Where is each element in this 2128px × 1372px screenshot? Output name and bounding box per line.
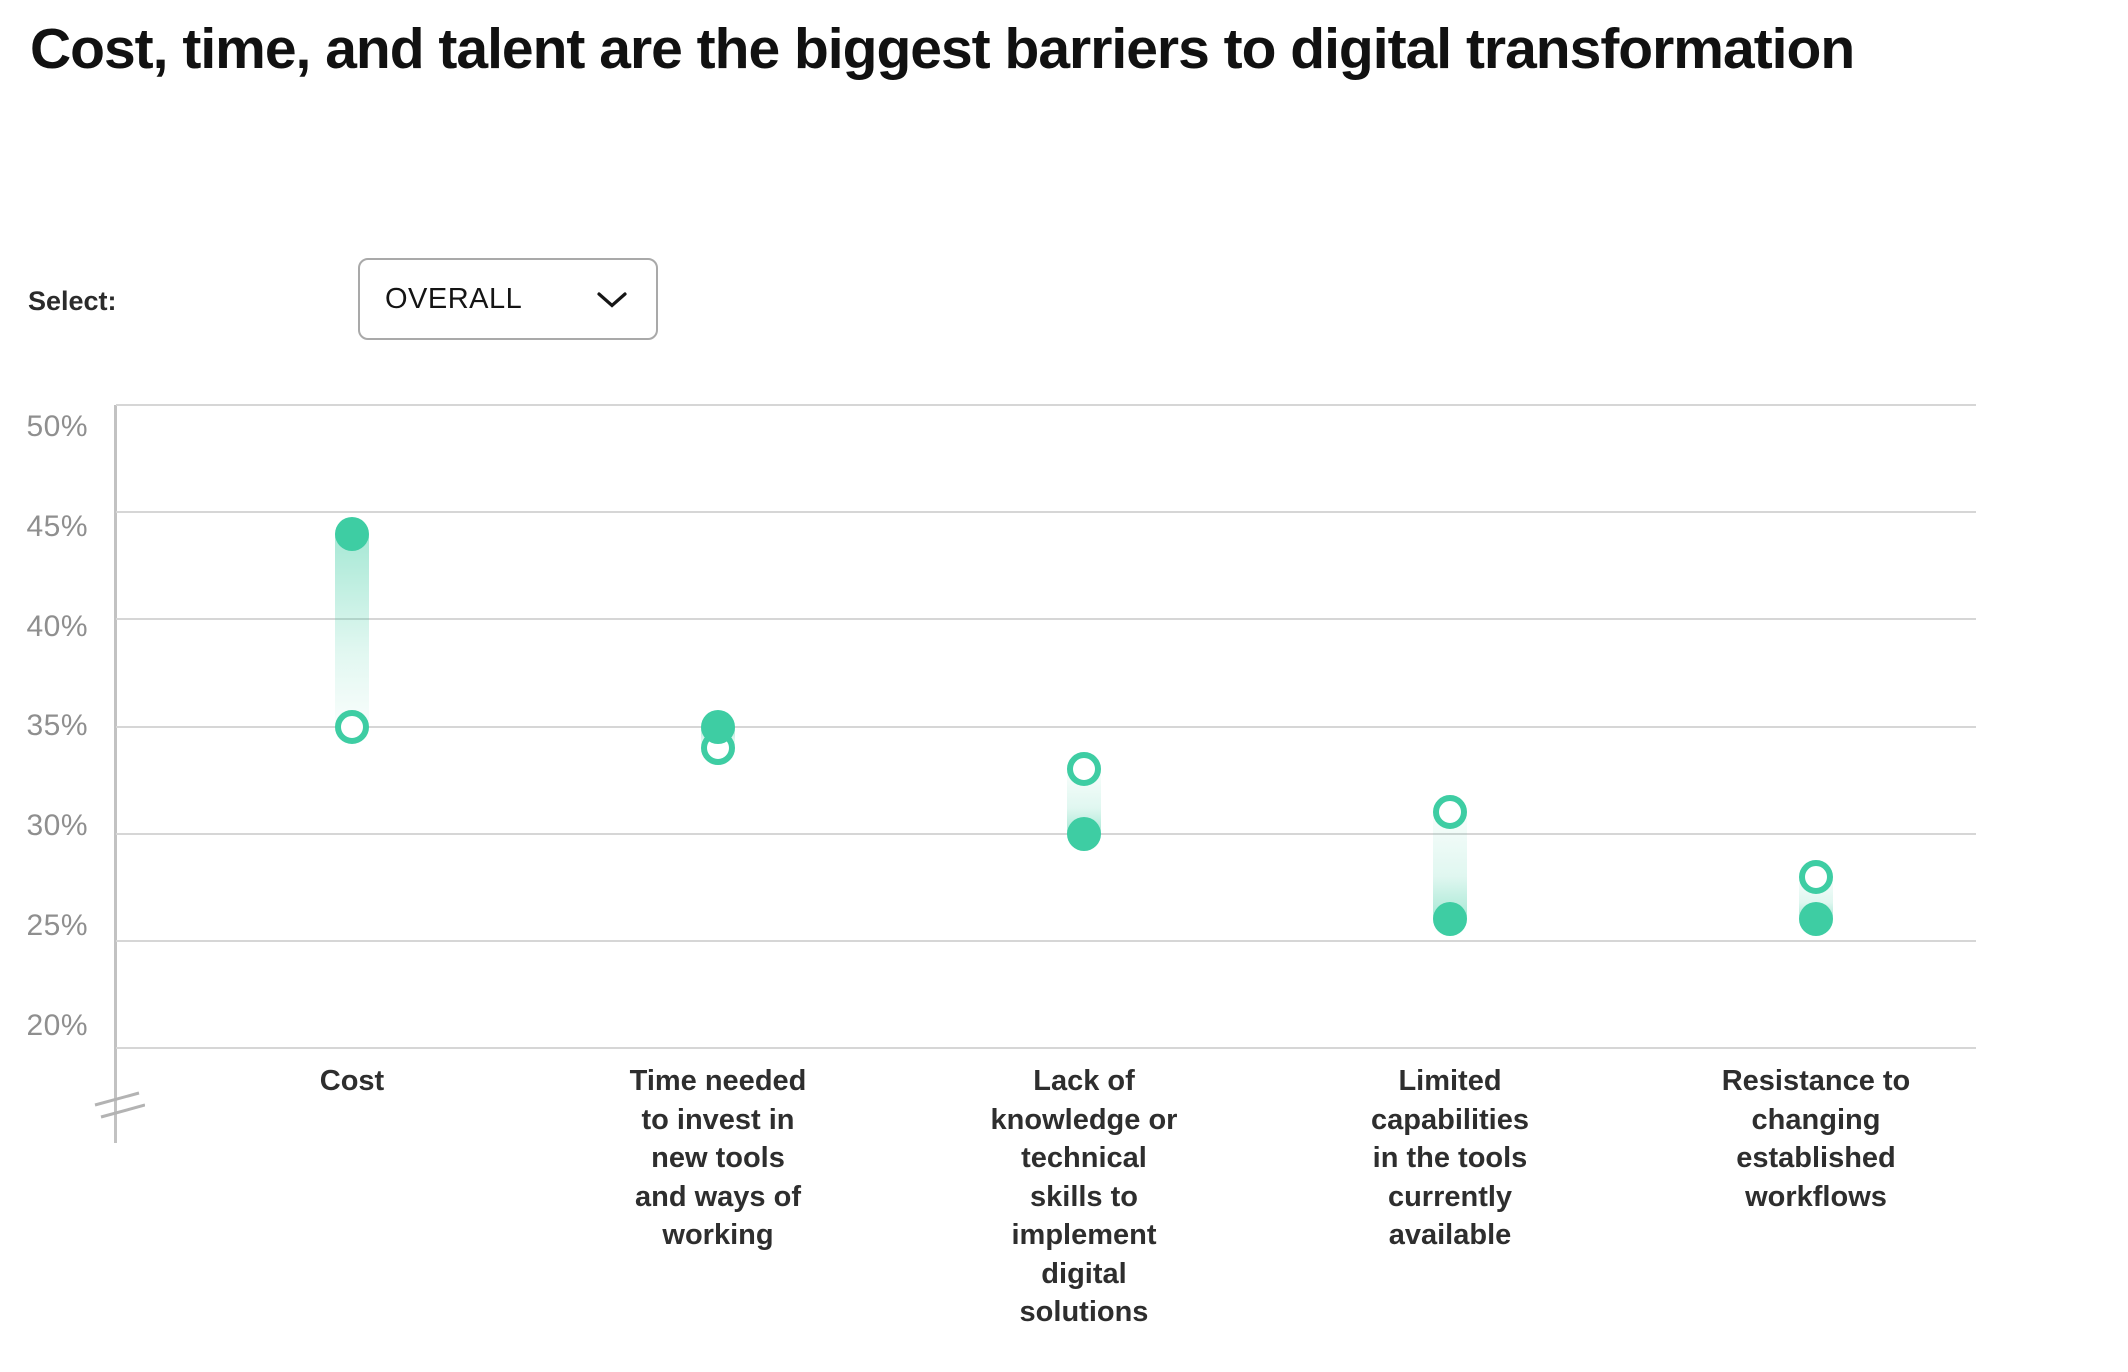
- category-label-line: Limited: [1398, 1065, 1502, 1097]
- y-tick-label: 30%: [26, 809, 88, 843]
- category-label-line: knowledge or: [990, 1103, 1178, 1136]
- category-label: Cost: [169, 1062, 535, 1101]
- category-label-line: skills to: [1030, 1180, 1138, 1213]
- category-label-line: implement: [1011, 1219, 1157, 1251]
- data-point-open: [1067, 752, 1101, 787]
- y-tick-label: 25%: [26, 909, 88, 943]
- category-label-line: digital: [1041, 1257, 1127, 1290]
- category-label: Limited capabilities in the tools currently…: [1267, 1062, 1633, 1255]
- category-label: Time needed to invest in new tools and ways…: [535, 1062, 901, 1255]
- y-tick-label: 45%: [26, 509, 88, 543]
- category-label-line: changing: [1751, 1103, 1881, 1136]
- dumbbell-band: [335, 533, 369, 727]
- data-point-filled: [335, 516, 369, 551]
- category-label-line: in the tools: [1372, 1142, 1528, 1174]
- category-label: Resistance to changing established workflow…: [1633, 1062, 1999, 1216]
- data-point-filled: [1433, 902, 1467, 937]
- data-point-filled: [1799, 902, 1833, 937]
- grid-line: [116, 832, 1976, 835]
- data-point-open: [335, 709, 369, 744]
- chevron-down-icon: [597, 292, 627, 308]
- grid-line: [116, 939, 1976, 942]
- category-label-line: Lack of: [1033, 1065, 1135, 1097]
- category-label-line: workflows: [1745, 1180, 1887, 1213]
- grid-line: [116, 511, 1976, 514]
- category-label-line: capabilities: [1371, 1103, 1529, 1136]
- category-label-line: working: [662, 1219, 774, 1251]
- data-point-filled: [1067, 816, 1101, 851]
- grid-line: [116, 618, 1976, 621]
- dumbbell-band: [1433, 812, 1467, 920]
- category-label-line: currently: [1387, 1180, 1513, 1213]
- chart-title: Cost, time, and talent are the biggest b…: [30, 17, 1855, 81]
- y-tick-label: 50%: [26, 410, 88, 443]
- category-label-line: established: [1736, 1142, 1896, 1174]
- category-label-line: Cost: [319, 1065, 385, 1097]
- category-label-line: available: [1388, 1219, 1512, 1251]
- dropdown-selected-value: OVERALL: [385, 283, 523, 315]
- category-label-line: new tools: [651, 1142, 785, 1174]
- category-label-line: technical: [1021, 1142, 1147, 1174]
- data-point-open: [1799, 859, 1833, 894]
- y-axis-line: [114, 405, 117, 1143]
- segment-select-dropdown[interactable]: OVERALL: [358, 258, 658, 340]
- category-label-line: Time needed: [629, 1065, 807, 1097]
- grid-line: [116, 725, 1976, 728]
- grid-line: [116, 404, 1976, 406]
- data-point-filled: [701, 709, 735, 744]
- category-label: Lack of knowledge or technical skills to imp…: [901, 1062, 1267, 1332]
- axis-break-icon: [94, 1091, 145, 1119]
- grid-line: [116, 1047, 1976, 1049]
- category-label-line: solutions: [1019, 1296, 1149, 1328]
- y-tick-label: 35%: [26, 709, 88, 743]
- category-label-line: Resistance to: [1721, 1065, 1911, 1097]
- y-tick-label: 40%: [26, 609, 88, 643]
- category-label-line: to invest in: [641, 1103, 795, 1136]
- select-label: Select:: [28, 286, 117, 316]
- data-point-open: [1433, 795, 1467, 830]
- category-label-line: and ways of: [635, 1180, 801, 1213]
- y-tick-label: 20%: [26, 1008, 88, 1042]
